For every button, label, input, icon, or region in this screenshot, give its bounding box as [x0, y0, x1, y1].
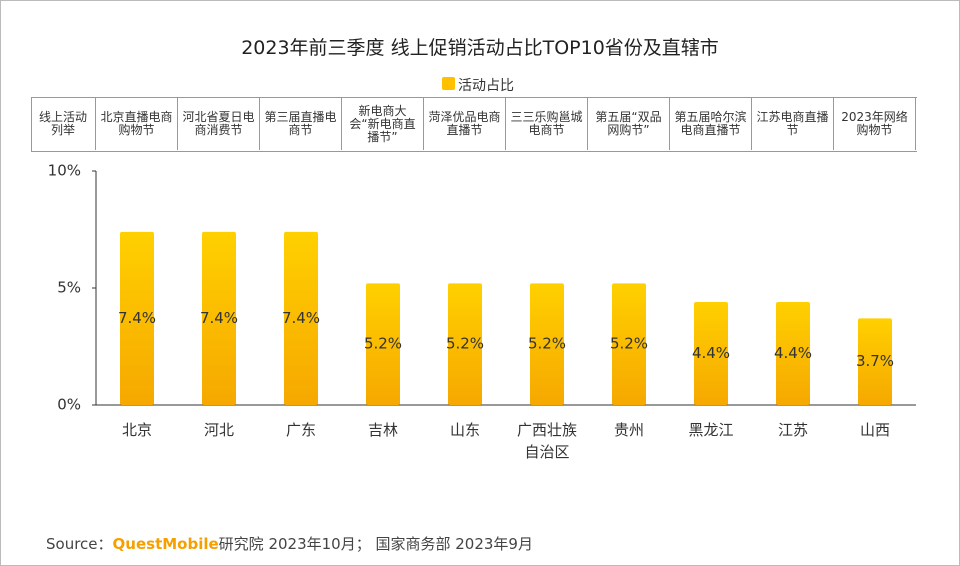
- table-frame: [31, 97, 917, 152]
- table-cell: 菏泽优品电商直播节: [424, 98, 506, 150]
- table-cell: 2023年网络购物节: [834, 98, 916, 150]
- bar: [694, 302, 728, 405]
- table-cell: 河北省夏日电商消费节: [178, 98, 260, 150]
- x-tick-label: 黑龙江: [688, 421, 734, 439]
- value-label: 7.4%: [118, 309, 156, 327]
- x-tick-label: 广东: [285, 421, 316, 439]
- x-tick-label: 江苏: [777, 421, 808, 439]
- legend-label: 活动占比: [458, 78, 514, 94]
- y-tick-label: 0%: [57, 396, 81, 414]
- bar: [120, 231, 154, 405]
- bar: [858, 318, 892, 405]
- value-label: 4.4%: [774, 344, 812, 362]
- table-cell: 第五届哈尔滨电商直播节: [670, 98, 752, 150]
- bar: [284, 231, 318, 405]
- value-label: 5.2%: [446, 335, 484, 353]
- value-label: 5.2%: [528, 335, 566, 353]
- x-tick-label: 贵州: [613, 421, 644, 439]
- x-tick-label: 山东: [449, 421, 480, 439]
- source-text: 研究院 2023年10月； 国家商务部 2023年9月: [218, 535, 533, 553]
- source-label: Source：: [46, 535, 113, 553]
- y-tick-label: 5%: [57, 279, 81, 297]
- x-tick-label: 广西壮族自治区: [516, 421, 577, 461]
- value-label: 3.7%: [856, 352, 894, 370]
- bar: [366, 283, 400, 405]
- value-label: 5.2%: [364, 335, 402, 353]
- x-tick-label: 河北: [203, 421, 234, 439]
- x-tick-label: 吉林: [367, 421, 398, 439]
- source: Source：QuestMobile研究院 2023年10月； 国家商务部 20…: [46, 533, 533, 554]
- legend-swatch: [442, 77, 455, 90]
- bar: [612, 283, 646, 405]
- value-label: 4.4%: [692, 344, 730, 362]
- x-tick-label: 北京: [121, 421, 152, 439]
- table-cell: 三三乐购邕城电商节: [506, 98, 588, 150]
- value-label: 7.4%: [282, 309, 320, 327]
- bar: [202, 231, 236, 405]
- table-cell: 北京直播电商购物节: [96, 98, 178, 150]
- value-label: 7.4%: [200, 309, 238, 327]
- source-brand: QuestMobile: [112, 535, 219, 553]
- bar: [530, 283, 564, 405]
- value-label: 5.2%: [610, 335, 648, 353]
- table-cell: 第五届“双品网购节”: [588, 98, 670, 150]
- bar: [448, 283, 482, 405]
- chart-title: 2023年前三季度 线上促销活动占比TOP10省份及直辖市: [241, 37, 719, 59]
- table-header: 线上活动列举: [31, 98, 96, 150]
- x-tick-label: 山西: [859, 421, 890, 439]
- table-cell: 江苏电商直播节: [752, 98, 834, 150]
- y-tick-label: 10%: [48, 162, 81, 180]
- bar: [776, 302, 810, 405]
- table-cell: 第三届直播电商节: [260, 98, 342, 150]
- table-cell: 新电商大会“新电商直播节”: [342, 98, 424, 150]
